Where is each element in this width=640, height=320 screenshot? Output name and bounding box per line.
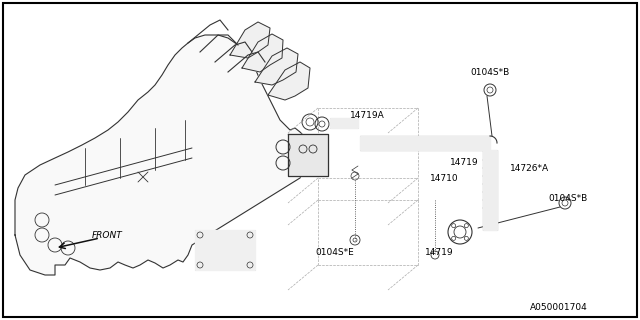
Polygon shape	[15, 35, 310, 275]
Polygon shape	[230, 22, 270, 58]
Text: 14726*A: 14726*A	[510, 164, 549, 172]
Polygon shape	[195, 230, 255, 270]
Polygon shape	[288, 134, 328, 176]
Polygon shape	[255, 48, 298, 85]
Text: 14710: 14710	[430, 173, 459, 182]
Text: 0104S*E: 0104S*E	[315, 247, 354, 257]
Polygon shape	[330, 118, 358, 128]
Polygon shape	[483, 150, 497, 230]
Text: A050001704: A050001704	[530, 303, 588, 313]
Text: 0104S*B: 0104S*B	[470, 68, 509, 76]
Text: 14719: 14719	[425, 247, 454, 257]
Polygon shape	[242, 34, 283, 72]
Text: FRONT: FRONT	[92, 230, 123, 239]
Text: 14719A: 14719A	[350, 110, 385, 119]
Text: 0104S*B: 0104S*B	[548, 194, 588, 203]
Polygon shape	[360, 136, 490, 150]
Text: 14719: 14719	[450, 157, 479, 166]
Polygon shape	[268, 62, 310, 100]
